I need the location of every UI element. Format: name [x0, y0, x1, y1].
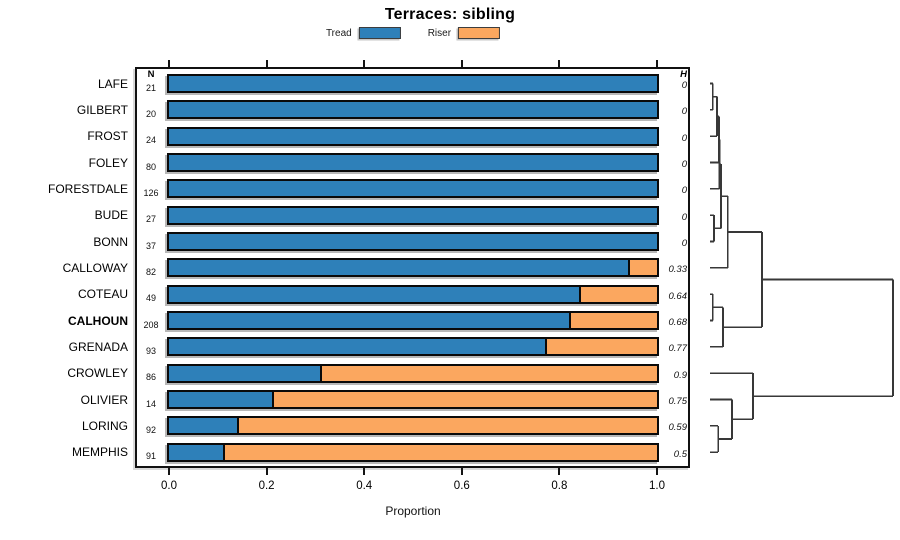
h-value: 0: [681, 159, 687, 170]
bar-tread-segment: [167, 232, 659, 251]
category-label: CALLOWAY: [62, 260, 128, 275]
bar-tread-segment: [167, 205, 659, 225]
legend-swatch-tread: [358, 27, 401, 39]
x-axis-top-tick: [265, 60, 268, 67]
x-axis-tick: [168, 468, 170, 475]
legend-item-riser: Riser: [427, 27, 501, 39]
x-axis-tick-label: 1.0: [649, 480, 665, 492]
x-axis-tick-label: 0.2: [258, 480, 275, 492]
category-label: FOLEY: [88, 155, 128, 170]
x-axis-tick-label: 0.4: [356, 480, 373, 492]
category-label: LORING: [81, 418, 128, 433]
bar-tread-segment: [167, 390, 274, 409]
n-value: 92: [145, 424, 156, 435]
bar-tread-segment: [167, 416, 240, 436]
bar-tread-segment: [167, 284, 581, 304]
bar-riser-segment: [167, 416, 659, 436]
n-value: 93: [145, 345, 156, 356]
n-value: 208: [143, 319, 159, 330]
n-value: 126: [143, 187, 159, 198]
legend: Tread Riser: [326, 27, 501, 39]
h-value: 0.77: [668, 343, 688, 355]
bar-tread-segment: [167, 337, 547, 357]
n-value: 24: [145, 135, 156, 146]
category-label: FROST: [87, 129, 128, 144]
h-value: 0.59: [668, 422, 688, 434]
category-label: COTEAU: [77, 287, 128, 302]
n-value: 82: [145, 266, 156, 277]
h-column-header: H: [680, 69, 687, 80]
category-label: CALHOUN: [68, 313, 128, 328]
h-value: 0: [681, 238, 687, 249]
legend-label-riser: Riser: [427, 27, 452, 39]
h-value: 0.9: [673, 369, 687, 381]
x-axis-top-tick: [168, 60, 170, 67]
category-label: BONN: [93, 234, 128, 249]
h-value: 0: [681, 211, 687, 223]
x-axis-tick: [460, 468, 463, 475]
category-label: BUDE: [94, 208, 128, 223]
bar-riser-segment: [167, 442, 659, 462]
x-axis-top-tick: [460, 60, 463, 67]
x-axis-tick: [558, 468, 561, 475]
x-axis-tick: [265, 468, 268, 475]
category-label: FORESTDALE: [47, 181, 128, 196]
h-value: 0: [681, 80, 687, 91]
category-label: GILBERT: [76, 102, 128, 117]
h-value: 0.75: [668, 396, 688, 407]
n-column-header: N: [147, 69, 155, 80]
x-axis-tick: [363, 468, 366, 475]
h-value: 0: [681, 185, 687, 197]
category-label: CROWLEY: [67, 366, 128, 381]
x-axis-tick-label: 0.6: [453, 480, 470, 492]
n-value: 86: [145, 372, 156, 383]
bar-tread-segment: [167, 311, 572, 330]
chart-title: Terraces: sibling: [384, 6, 516, 23]
bar-tread-segment: [167, 126, 659, 146]
bar-tread-segment: [167, 258, 630, 278]
h-value: 0: [681, 132, 687, 144]
x-axis-top-tick: [656, 60, 658, 67]
h-value: 0.33: [668, 264, 688, 276]
x-axis-tick-label: 0.0: [161, 480, 177, 492]
n-value: 27: [145, 214, 156, 225]
bar-tread-segment: [167, 74, 659, 93]
category-label: MEMPHIS: [71, 445, 128, 460]
dendrogram-links: [710, 82, 894, 453]
bar-tread-segment: [167, 153, 659, 172]
category-label: LAFE: [97, 76, 128, 91]
dendrogram: [710, 82, 894, 453]
n-value: 80: [145, 161, 156, 172]
n-value: 37: [145, 240, 156, 251]
h-value: 0.64: [668, 290, 688, 302]
bar-tread-segment: [167, 100, 659, 120]
n-value: 91: [145, 451, 156, 462]
bar-tread-segment: [167, 179, 659, 199]
bar-tread-segment: [167, 442, 225, 462]
x-axis-top-tick: [558, 60, 561, 67]
h-value: 0.68: [668, 317, 688, 328]
h-value: 0: [681, 106, 687, 118]
h-value: 0.5: [673, 448, 687, 460]
n-value: 21: [145, 82, 156, 93]
plot-area-box: [135, 67, 690, 468]
legend-swatch-riser: [458, 27, 501, 39]
legend-item-tread: Tread: [326, 27, 401, 39]
bar-tread-segment: [167, 363, 323, 383]
category-label: GRENADA: [68, 339, 128, 354]
n-value: 20: [145, 108, 156, 119]
category-label: OLIVIER: [80, 392, 128, 407]
legend-label-tread: Tread: [325, 27, 352, 39]
x-axis-tick-label: 0.8: [551, 480, 568, 492]
x-axis-title: Proportion: [385, 504, 441, 518]
n-value: 14: [145, 398, 156, 409]
x-axis-top-tick: [363, 60, 366, 67]
x-axis-tick: [656, 468, 658, 475]
n-value: 49: [145, 293, 156, 304]
